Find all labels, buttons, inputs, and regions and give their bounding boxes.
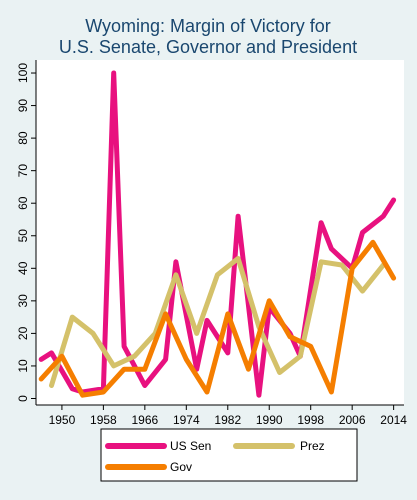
y-tick-label-20: 20 bbox=[16, 326, 30, 340]
x-axis: 1950 1958 1966 1974 1982 1990 1998 2006 2014 bbox=[36, 404, 407, 427]
series-line-gov bbox=[38, 239, 397, 398]
y-tick-label-30: 30 bbox=[16, 294, 30, 308]
series-line-prez bbox=[49, 256, 386, 388]
y-tick-label-90: 90 bbox=[16, 99, 30, 113]
x-tick-label-1950: 1950 bbox=[49, 413, 76, 427]
x-tick-label-2014: 2014 bbox=[380, 413, 407, 427]
x-tick-label-1966: 1966 bbox=[131, 413, 158, 427]
x-tick-label-2006: 2006 bbox=[339, 413, 366, 427]
y-tick-label-100: 100 bbox=[16, 63, 30, 83]
y-tick-label-40: 40 bbox=[16, 261, 30, 275]
y-tick-label-60: 60 bbox=[16, 196, 30, 210]
chart-title-line-1: Wyoming: Margin of Victory for bbox=[85, 16, 331, 36]
legend-box bbox=[100, 428, 358, 482]
legend-label-us-sen: US Sen bbox=[170, 439, 211, 453]
series-layer bbox=[38, 70, 397, 398]
x-tick-label-1974: 1974 bbox=[173, 413, 200, 427]
legend: US Sen Prez Gov bbox=[100, 428, 358, 482]
y-tick-label-50: 50 bbox=[16, 229, 30, 243]
plot-area bbox=[36, 60, 404, 405]
chart-title-line-2: U.S. Senate, Governor and President bbox=[59, 37, 357, 57]
y-axis: 0 10 20 30 40 50 60 70 80 90 100 bbox=[16, 60, 37, 405]
y-tick-label-70: 70 bbox=[16, 164, 30, 178]
x-tick-label-1998: 1998 bbox=[297, 413, 324, 427]
x-tick-label-1990: 1990 bbox=[256, 413, 283, 427]
y-tick-label-10: 10 bbox=[16, 359, 30, 373]
x-tick-label-1982: 1982 bbox=[214, 413, 241, 427]
y-tick-label-0: 0 bbox=[16, 395, 30, 402]
legend-label-prez: Prez bbox=[300, 439, 325, 453]
legend-label-gov: Gov bbox=[170, 460, 192, 474]
y-tick-label-80: 80 bbox=[16, 131, 30, 145]
x-tick-label-1958: 1958 bbox=[90, 413, 117, 427]
